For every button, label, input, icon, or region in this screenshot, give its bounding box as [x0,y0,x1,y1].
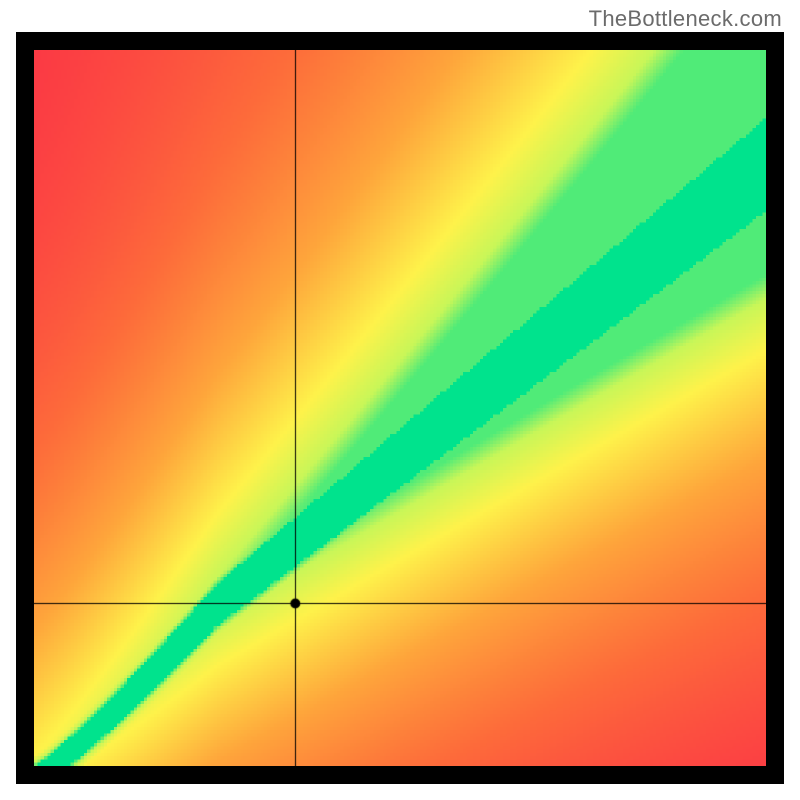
overlay-canvas [34,50,766,766]
chart-container: TheBottleneck.com [0,0,800,800]
watermark-text: TheBottleneck.com [589,6,782,32]
